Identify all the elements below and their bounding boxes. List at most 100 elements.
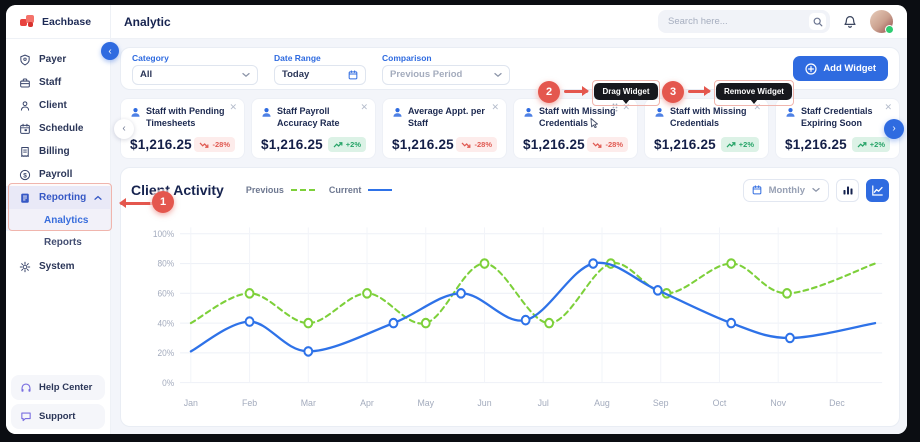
stat-widget-card-5[interactable]: ✕ Staff with Missing Credentials $1,216.… [644,98,769,159]
widgets-carousel: ‹ › ✕ Staff with Pending Timesheets $1,2… [114,98,904,159]
current-data-point[interactable] [388,317,399,329]
drag-handle-icon[interactable] [612,103,618,112]
search-input[interactable] [668,16,809,27]
calendar-icon [752,185,762,195]
comparison-select[interactable]: Previous Period [382,64,510,85]
bell-icon[interactable] [843,15,857,29]
client-icon [19,100,31,112]
previous-data-point[interactable] [479,258,490,269]
line-chart-icon [872,184,883,196]
comparison-value: Previous Period [390,69,463,80]
staff-icon [19,77,31,89]
close-icon[interactable]: ✕ [360,102,368,112]
x-axis-label: Jun [477,398,491,408]
sidebar-item-schedule[interactable]: Schedule [6,117,110,140]
current-data-point[interactable] [520,314,531,326]
chevron-down-icon [812,187,820,193]
previous-data-point[interactable] [303,317,314,329]
y-axis-label: 40% [157,318,174,328]
close-icon[interactable]: ✕ [229,102,237,112]
staff-person-icon [261,107,272,129]
close-icon[interactable]: ✕ [884,102,892,112]
date-range-value: Today [282,69,310,80]
sidebar-item-system[interactable]: System [6,255,110,278]
previous-data-point[interactable] [544,317,555,329]
search-icon[interactable] [809,13,826,30]
search-box[interactable] [658,10,830,33]
current-data-point[interactable] [303,346,314,357]
trend-icon [461,141,471,149]
widget-value: $1,216.25 [654,137,716,152]
trend-badge: -28% [587,137,628,152]
stat-widget-card-2[interactable]: ✕ Staff Payroll Accuracy Rate $1,216.25 … [251,98,376,159]
date-range-picker[interactable]: Today [274,64,366,85]
close-icon[interactable]: ✕ [622,102,630,112]
staff-person-icon [523,107,534,129]
sidebar-item-analytics[interactable]: Analytics [6,209,110,231]
period-value: Monthly [768,184,805,196]
current-data-point[interactable] [456,288,466,299]
activity-chart: 0% 20% 40% 60% 80% 100% Jan Feb Mar Apr May Jun Jul A… [153,227,883,408]
line-chart-toggle[interactable] [866,178,889,202]
chevron-down-icon [494,72,502,78]
calendar-icon [348,69,358,80]
y-axis-label: 0% [162,378,174,388]
close-icon[interactable]: ✕ [491,102,499,112]
stat-widget-card-1[interactable]: ✕ Staff with Pending Timesheets $1,216.2… [120,98,245,159]
legend-current: Current [329,185,393,195]
close-icon[interactable]: ✕ [753,102,761,112]
previous-data-point[interactable] [244,288,255,299]
sidebar-item-client[interactable]: Client [6,94,110,117]
staff-person-icon [654,107,665,129]
support-icon [20,411,32,423]
trend-icon [592,141,602,149]
category-select[interactable]: All [132,64,258,85]
eachbase-logo-icon [20,14,35,29]
stat-widget-card-4[interactable]: ✕ Staff with Missing Credentials $1,216.… [513,98,638,159]
widget-title: Staff with Missing Credentials [539,106,616,128]
sidebar-item-staff[interactable]: Staff [6,71,110,94]
current-data-point[interactable] [588,258,599,269]
y-axis-label: 100% [153,229,175,239]
previous-data-point[interactable] [782,288,792,299]
y-axis-label: 20% [157,348,174,358]
current-data-point[interactable] [726,317,737,329]
staff-person-icon [130,107,141,129]
x-axis-label: Sep [653,398,669,408]
brand[interactable]: Eachbase [6,5,111,38]
previous-data-point[interactable] [362,288,372,299]
add-widget-button[interactable]: Add Widget [793,56,888,81]
bar-chart-toggle[interactable] [836,178,859,202]
sidebar-item-support[interactable]: Support [11,404,105,429]
payroll-icon: $ [19,169,31,181]
current-data-point[interactable] [652,285,663,296]
current-data-point[interactable] [244,316,255,327]
stat-widget-card-6[interactable]: ✕ Staff Credentials Expiring Soon $1,216… [775,98,900,159]
sidebar-item-help-center[interactable]: Help Center [11,375,105,400]
period-select[interactable]: Monthly [742,178,829,202]
previous-data-point[interactable] [726,258,737,269]
user-avatar[interactable] [870,10,894,34]
sidebar-item-payer[interactable]: Payer [6,48,110,71]
sidebar-collapse-button[interactable]: ‹ [101,42,119,60]
sidebar-item-billing[interactable]: Billing [6,140,110,163]
current-swatch [368,189,393,191]
widget-title: Staff with Pending Timesheets [146,106,225,128]
carousel-next-button[interactable]: › [884,118,904,139]
sidebar-item-reporting[interactable]: Reporting [6,186,110,209]
footer-item-label: Help Center [39,382,93,393]
x-axis-label: May [417,398,434,408]
bar-chart-icon [843,186,852,195]
footer-item-label: Support [39,411,76,422]
current-data-point[interactable] [785,332,795,344]
sidebar-item-label: Staff [39,77,62,88]
sidebar-item-payroll[interactable]: $ Payroll [6,163,110,186]
x-axis-label: Mar [301,398,316,408]
top-header: Eachbase Analytic [6,5,907,39]
y-axis-label: 60% [157,288,174,298]
previous-data-point[interactable] [420,317,431,329]
stat-widget-card-3[interactable]: ✕ Average Appt. per Staff $1,216.25 -28% [382,98,507,159]
carousel-prev-button[interactable]: ‹ [114,118,134,139]
svg-text:$: $ [23,172,27,179]
sidebar-item-reports[interactable]: Reports [44,236,82,248]
